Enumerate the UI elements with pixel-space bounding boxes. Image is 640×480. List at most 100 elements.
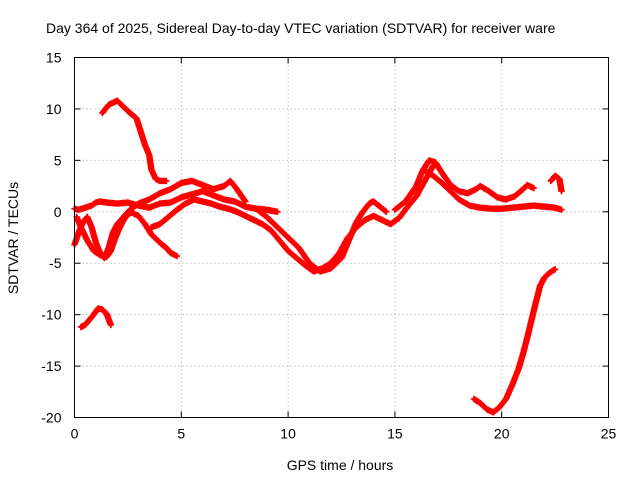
data-point bbox=[190, 179, 194, 183]
data-point bbox=[275, 225, 280, 229]
series-arc-11 bbox=[470, 266, 559, 416]
data-point bbox=[295, 256, 299, 260]
data-point bbox=[183, 201, 188, 206]
data-point bbox=[100, 307, 104, 312]
x-axis-label: GPS time / hours bbox=[287, 457, 394, 473]
plot-frame bbox=[74, 57, 609, 418]
data-point bbox=[265, 215, 269, 219]
data-point bbox=[265, 208, 269, 212]
data-point bbox=[559, 189, 564, 193]
data-point bbox=[243, 199, 247, 204]
data-point bbox=[307, 261, 312, 265]
data-point bbox=[218, 205, 222, 209]
y-tick-label: 0 bbox=[54, 204, 62, 220]
data-point bbox=[201, 183, 205, 187]
series-markers bbox=[77, 305, 115, 331]
data-point bbox=[75, 215, 79, 219]
data-point bbox=[478, 184, 482, 188]
data-point bbox=[192, 197, 196, 202]
data-point bbox=[312, 269, 316, 274]
data-point bbox=[440, 181, 444, 185]
data-point bbox=[104, 255, 109, 259]
data-point bbox=[465, 191, 470, 195]
data-point bbox=[478, 206, 482, 210]
y-axis-label: SDTVAR / TECUs bbox=[5, 182, 21, 294]
data-point bbox=[104, 200, 109, 205]
series-markers bbox=[99, 97, 170, 185]
data-point bbox=[96, 306, 100, 311]
data-point bbox=[179, 195, 183, 199]
x-tick-label: 0 bbox=[71, 426, 79, 442]
data-point bbox=[83, 323, 87, 327]
data-point bbox=[156, 238, 160, 243]
y-tick-label: -20 bbox=[41, 410, 61, 426]
data-point bbox=[243, 205, 247, 209]
data-point bbox=[521, 187, 525, 191]
data-point bbox=[115, 99, 119, 103]
data-point bbox=[254, 207, 258, 211]
data-point bbox=[303, 263, 307, 267]
data-point bbox=[160, 243, 164, 247]
data-point bbox=[115, 201, 119, 206]
data-point bbox=[423, 179, 427, 183]
data-point bbox=[235, 210, 239, 214]
data-point bbox=[517, 366, 521, 370]
data-point bbox=[94, 200, 98, 205]
data-point bbox=[457, 189, 461, 193]
data-point bbox=[406, 205, 410, 209]
data-point bbox=[553, 174, 557, 178]
data-point bbox=[354, 220, 359, 224]
data-point bbox=[89, 204, 94, 208]
data-point bbox=[318, 269, 322, 274]
data-point bbox=[497, 405, 502, 409]
data-point bbox=[371, 214, 376, 218]
data-point bbox=[136, 201, 141, 206]
data-point bbox=[107, 103, 111, 107]
x-tick-label: 25 bbox=[601, 426, 617, 442]
data-point bbox=[277, 238, 282, 243]
data-point bbox=[164, 179, 168, 183]
data-point bbox=[472, 397, 476, 401]
data-point bbox=[128, 111, 132, 115]
data-point bbox=[269, 228, 273, 232]
data-point bbox=[495, 195, 500, 199]
data-point bbox=[100, 111, 104, 115]
data-point bbox=[286, 235, 290, 240]
data-point bbox=[525, 335, 529, 339]
data-point bbox=[500, 207, 504, 211]
data-point bbox=[260, 222, 265, 226]
data-point bbox=[510, 206, 514, 210]
data-point bbox=[361, 210, 365, 214]
data-point bbox=[504, 197, 508, 202]
data-point bbox=[371, 199, 376, 204]
data-point bbox=[329, 266, 333, 270]
data-point bbox=[201, 199, 205, 204]
y-tick-label: -15 bbox=[41, 358, 61, 374]
data-point bbox=[378, 205, 382, 209]
data-point bbox=[549, 179, 553, 183]
series-arc-5 bbox=[73, 209, 181, 261]
data-point bbox=[209, 201, 213, 206]
tick-layer: 0 5 10 15 20 25 -20 -15 -10 -5 0 5 10 15 bbox=[41, 50, 616, 442]
data-point bbox=[130, 211, 134, 215]
data-point bbox=[139, 129, 143, 134]
data-point bbox=[154, 177, 158, 181]
data-point bbox=[222, 184, 226, 188]
data-point bbox=[243, 214, 247, 218]
data-point bbox=[414, 194, 418, 198]
data-point bbox=[403, 199, 408, 204]
data-point bbox=[448, 183, 453, 187]
data-point bbox=[233, 199, 237, 204]
data-point bbox=[423, 169, 427, 173]
y-tick-label: 15 bbox=[46, 50, 62, 66]
data-point bbox=[431, 174, 435, 178]
data-point bbox=[79, 225, 83, 229]
data-point bbox=[489, 207, 493, 211]
data-point bbox=[286, 249, 290, 253]
data-point bbox=[166, 215, 171, 219]
data-point bbox=[491, 410, 495, 414]
series-arc-2 bbox=[77, 305, 115, 331]
data-point bbox=[457, 197, 461, 202]
series-markers bbox=[470, 266, 559, 416]
data-point bbox=[211, 193, 215, 197]
